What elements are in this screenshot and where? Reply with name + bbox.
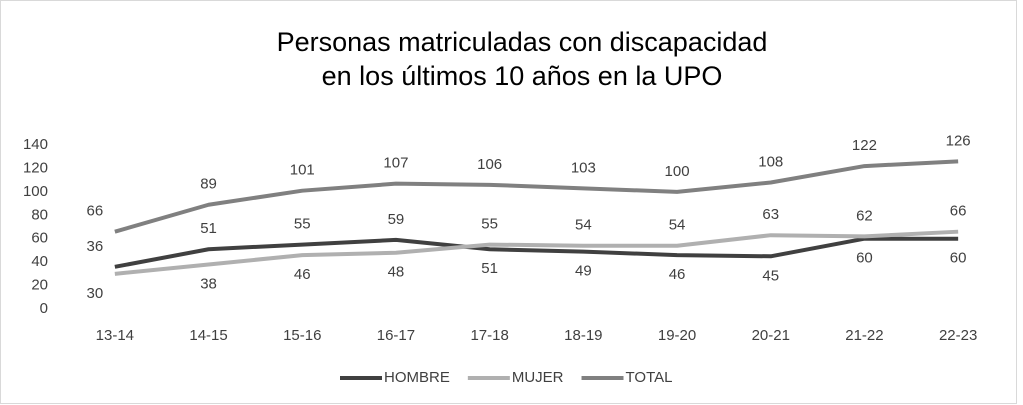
data-label: 107 bbox=[383, 155, 408, 172]
data-label: 106 bbox=[477, 156, 502, 173]
data-label: 66 bbox=[87, 203, 104, 220]
data-label: 122 bbox=[852, 137, 877, 154]
x-tick-label: 16-17 bbox=[377, 327, 415, 344]
y-tick-label: 40 bbox=[31, 253, 48, 270]
data-label: 89 bbox=[200, 176, 217, 193]
data-label: 59 bbox=[388, 211, 405, 228]
line-series bbox=[114, 229, 959, 276]
line-series bbox=[114, 236, 959, 269]
y-tick-label: 0 bbox=[40, 300, 48, 317]
data-label: 55 bbox=[481, 216, 498, 233]
data-label: 62 bbox=[856, 207, 873, 224]
data-label: 46 bbox=[294, 266, 311, 283]
data-label: 30 bbox=[87, 285, 104, 302]
x-tick-label: 15-16 bbox=[283, 327, 321, 344]
chart-title: en los últimos 10 años en la UPO bbox=[322, 61, 723, 91]
data-label: 51 bbox=[200, 220, 217, 237]
data-label: 45 bbox=[762, 267, 779, 284]
data-label: 60 bbox=[950, 250, 967, 267]
data-label: 38 bbox=[200, 275, 217, 292]
data-label: 51 bbox=[481, 260, 498, 277]
y-tick-label: 100 bbox=[23, 183, 48, 200]
legend-label: MUJER bbox=[512, 369, 564, 386]
x-tick-label: 19-20 bbox=[658, 327, 696, 344]
data-label: 49 bbox=[575, 263, 592, 280]
data-label: 126 bbox=[946, 132, 971, 149]
data-label: 108 bbox=[758, 153, 783, 170]
data-label: 46 bbox=[669, 266, 686, 283]
legend-label: HOMBRE bbox=[384, 369, 450, 386]
data-label: 103 bbox=[571, 159, 596, 176]
data-label: 54 bbox=[669, 217, 686, 234]
data-label: 48 bbox=[388, 264, 405, 281]
data-label: 55 bbox=[294, 216, 311, 233]
x-tick-label: 20-21 bbox=[752, 327, 790, 344]
data-label: 60 bbox=[856, 250, 873, 267]
data-label: 100 bbox=[665, 163, 690, 180]
y-tick-label: 120 bbox=[23, 159, 48, 176]
chart-title: Personas matriculadas con discapacidad bbox=[277, 27, 768, 57]
data-label: 101 bbox=[290, 162, 315, 179]
x-tick-label: 22-23 bbox=[939, 327, 977, 344]
data-label: 36 bbox=[87, 238, 104, 255]
x-tick-label: 21-22 bbox=[845, 327, 883, 344]
x-tick-label: 17-18 bbox=[470, 327, 508, 344]
y-tick-label: 140 bbox=[23, 136, 48, 153]
y-tick-label: 80 bbox=[31, 206, 48, 223]
y-tick-label: 60 bbox=[31, 230, 48, 247]
x-tick-label: 18-19 bbox=[564, 327, 602, 344]
x-tick-label: 14-15 bbox=[189, 327, 227, 344]
line-series bbox=[114, 159, 959, 234]
data-label: 54 bbox=[575, 217, 592, 234]
x-tick-label: 13-14 bbox=[96, 327, 134, 344]
legend-label: TOTAL bbox=[626, 369, 673, 386]
data-label: 66 bbox=[950, 203, 967, 220]
y-tick-label: 20 bbox=[31, 277, 48, 294]
data-label: 63 bbox=[762, 206, 779, 223]
